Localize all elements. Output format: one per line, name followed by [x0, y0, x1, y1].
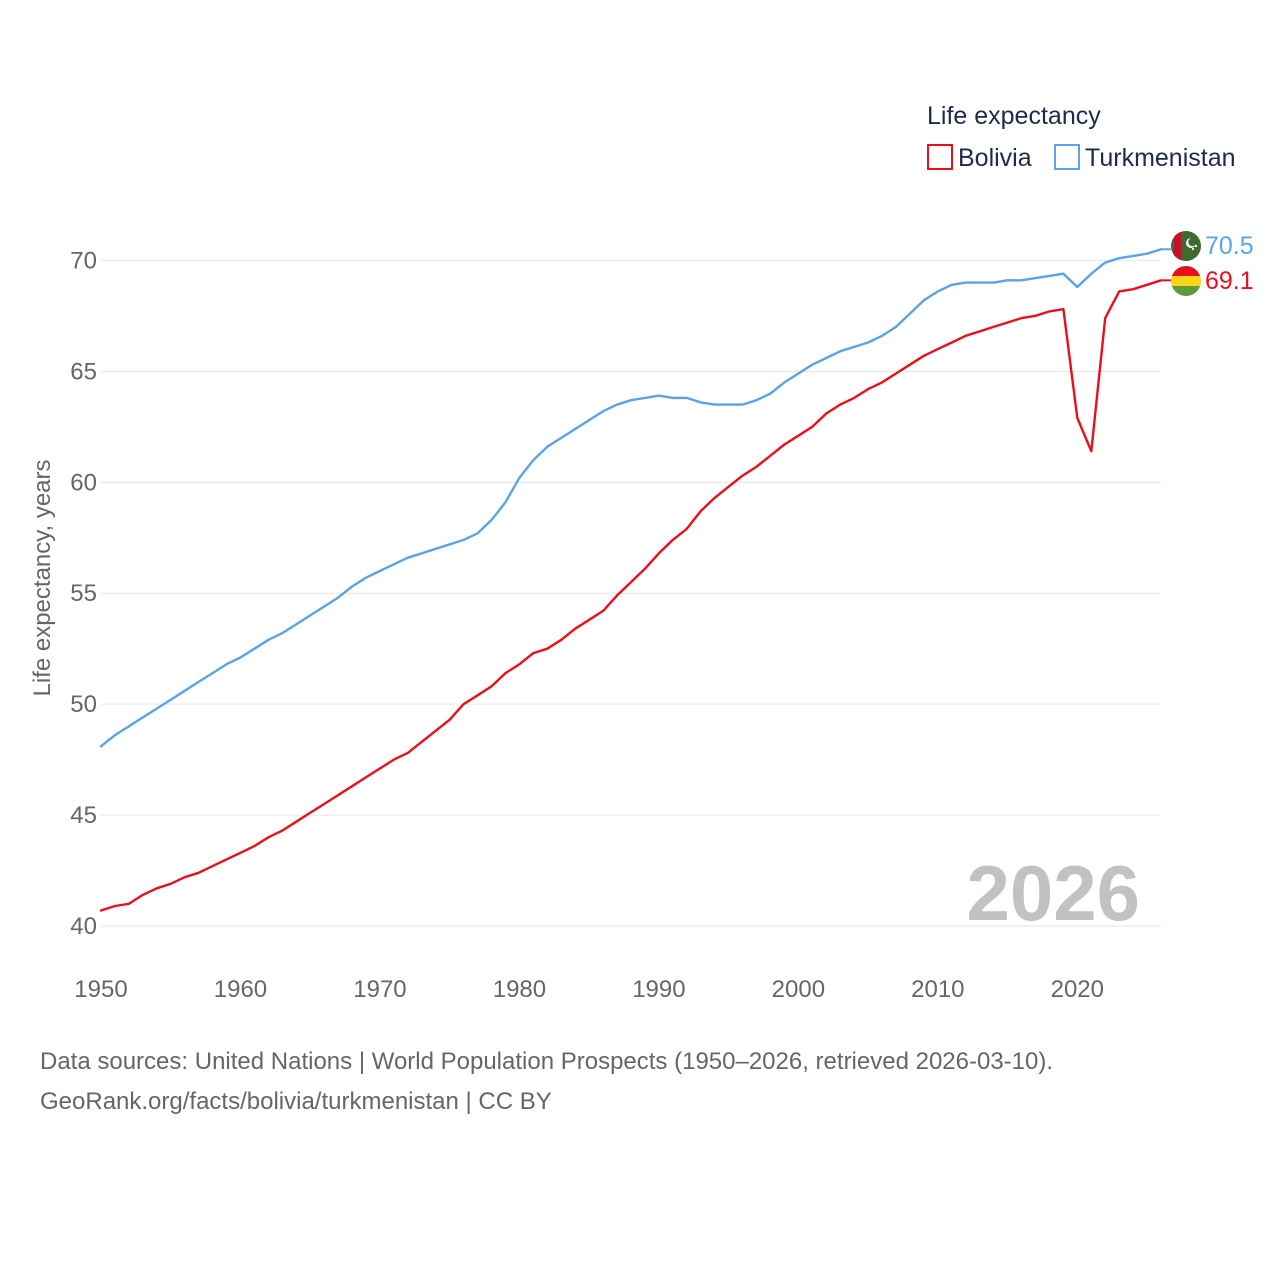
end-labels: 69.1 70.5	[1205, 232, 1254, 295]
y-tick-label: 45	[70, 802, 97, 829]
legend-swatch-bolivia[interactable]	[927, 144, 953, 170]
x-tick-label: 1950	[74, 976, 127, 1003]
end-label-turkmenistan: 70.5	[1205, 232, 1254, 260]
legend[interactable]: Life expectancy Bolivia Turkmenistan	[927, 102, 1236, 172]
x-tick-label: 1980	[493, 976, 546, 1003]
legend-swatch-turkmenistan[interactable]	[1054, 144, 1080, 170]
series-line-bolivia[interactable]	[99, 279, 1163, 912]
series-lines	[99, 248, 1171, 912]
data-sources-text: Data sources: United Nations | World Pop…	[40, 1048, 1054, 1075]
x-axis-ticks: 1950 1960 1970 1980 1990 2000 2010 2020	[74, 976, 1104, 1003]
turkmenistan-flag-icon	[1171, 231, 1201, 261]
bolivia-flag-icon	[1171, 266, 1201, 296]
x-tick-label: 2020	[1051, 976, 1104, 1003]
y-tick-label: 40	[70, 913, 97, 940]
gridlines	[101, 259, 1161, 927]
y-tick-label: 60	[70, 469, 97, 496]
y-axis-label: Life expectancy, years	[29, 459, 56, 696]
x-tick-label: 1990	[632, 976, 685, 1003]
y-tick-label: 70	[70, 247, 97, 274]
y-axis-ticks: 40 45 50 55 60 65 70	[70, 247, 97, 940]
y-tick-label: 65	[70, 358, 97, 385]
source-link-text[interactable]: GeoRank.org/facts/bolivia/turkmenistan |…	[40, 1088, 552, 1115]
x-tick-label: 1960	[214, 976, 267, 1003]
current-year-label: 2026	[966, 849, 1140, 937]
x-tick-label: 2010	[911, 976, 964, 1003]
legend-title: Life expectancy	[927, 102, 1101, 130]
legend-label-turkmenistan[interactable]: Turkmenistan	[1085, 144, 1236, 172]
x-tick-label: 1970	[353, 976, 406, 1003]
y-tick-label: 50	[70, 691, 97, 718]
series-line-turkmenistan[interactable]	[99, 248, 1163, 748]
x-tick-label: 2000	[772, 976, 825, 1003]
footer: Data sources: United Nations | World Pop…	[40, 1042, 1053, 1122]
y-tick-label: 55	[70, 580, 97, 607]
legend-label-bolivia[interactable]: Bolivia	[958, 144, 1032, 172]
end-label-bolivia: 69.1	[1205, 267, 1254, 295]
